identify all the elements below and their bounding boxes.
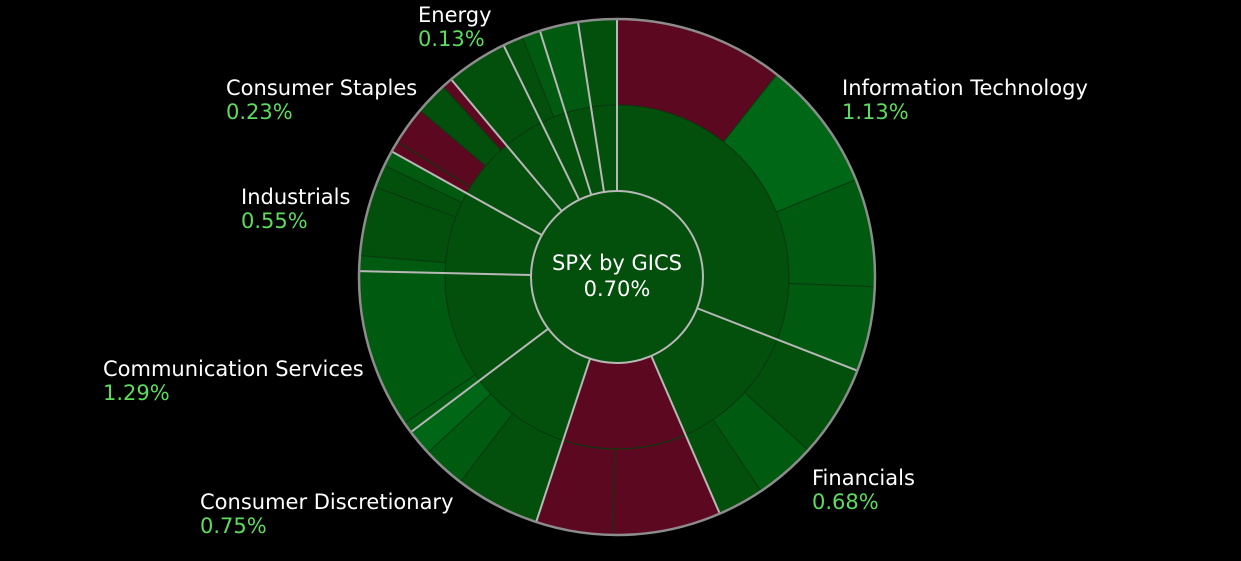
- chart-total-change: 0.70%: [583, 277, 651, 301]
- chart-center-label: SPX by GICS 0.70%: [517, 250, 717, 302]
- sector-name: Energy: [418, 3, 492, 27]
- sector-name: Consumer Discretionary: [200, 490, 454, 514]
- sector-separator: [650, 355, 721, 515]
- sector-change: 0.75%: [200, 514, 267, 538]
- sector-separator: [359, 270, 532, 277]
- sector-change: 0.68%: [812, 490, 879, 514]
- sector-separator: [538, 30, 593, 196]
- sector-name: Industrials: [241, 185, 351, 209]
- sector-label-communication-services[interactable]: Communication Services 1.29%: [103, 357, 364, 405]
- sector-separator: [450, 78, 563, 212]
- sector-name: Communication Services: [103, 357, 364, 381]
- sector-label-financials[interactable]: Financials 0.68%: [812, 466, 915, 514]
- sector-change: 0.23%: [226, 100, 293, 124]
- sector-separator: [502, 44, 581, 201]
- chart-title: SPX by GICS: [552, 251, 682, 275]
- sector-name: Consumer Staples: [226, 76, 418, 100]
- center-disc[interactable]: [530, 190, 704, 364]
- sector-label-consumer-staples[interactable]: Consumer Staples 0.23%: [226, 76, 417, 124]
- sector-label-consumer-discretionary[interactable]: Consumer Discretionary 0.75%: [200, 490, 454, 538]
- sector-separator: [391, 150, 543, 237]
- sector-change: 0.55%: [241, 209, 308, 233]
- sector-label-energy[interactable]: Energy 0.13%: [418, 3, 492, 51]
- sector-label-information-technology[interactable]: Information Technology 1.13%: [842, 76, 1088, 124]
- sector-separator: [696, 307, 858, 372]
- sector-label-industrials[interactable]: Industrials 0.55%: [241, 185, 350, 233]
- sector-name: Information Technology: [842, 76, 1088, 100]
- sector-separator: [577, 21, 605, 193]
- sector-separator: [410, 327, 549, 433]
- sector-change: 1.13%: [842, 100, 909, 124]
- sector-change: 0.13%: [418, 27, 485, 51]
- sector-name: Financials: [812, 466, 915, 490]
- sector-change: 1.29%: [103, 381, 170, 405]
- outer-ring: [357, 17, 877, 537]
- sector-separator: [535, 358, 592, 523]
